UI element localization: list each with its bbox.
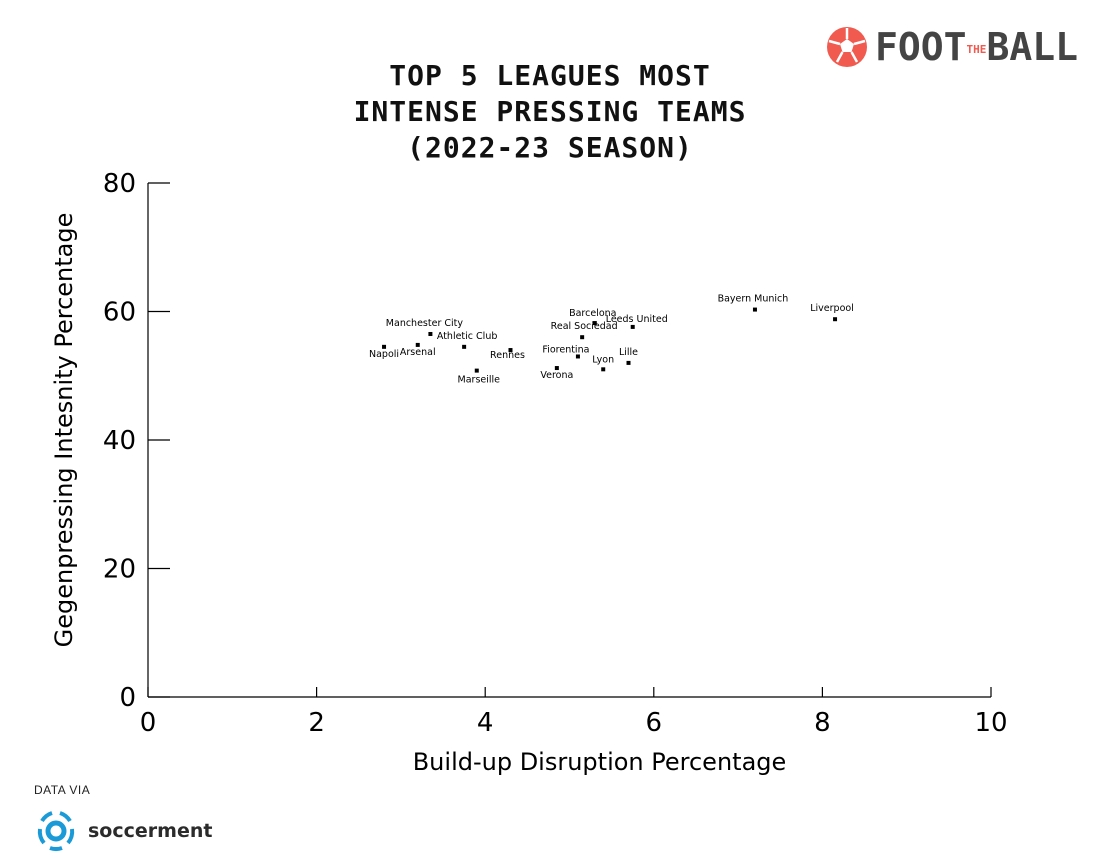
football-icon bbox=[826, 27, 867, 67]
point-label-liverpool: Liverpool bbox=[810, 303, 854, 314]
point-arsenal bbox=[415, 342, 420, 347]
point-verona bbox=[554, 366, 559, 371]
title-line-1: TOP 5 LEAGUES MOST bbox=[389, 59, 711, 92]
point-label-real-sociedad: Real Sociedad bbox=[551, 321, 618, 332]
point-label-lyon: Lyon bbox=[592, 354, 614, 365]
soccerment-logo: soccerment bbox=[32, 807, 212, 855]
x-tick-label: 0 bbox=[140, 708, 157, 738]
point-label-barcelona: Barcelona bbox=[569, 308, 616, 319]
point-label-manchester-city: Manchester City bbox=[386, 318, 464, 329]
data-points: Napoli Arsenal Manchester City Athletic Clu… bbox=[369, 294, 854, 386]
chart-title: TOP 5 LEAGUES MOST INTENSE PRESSING TEAM… bbox=[300, 58, 800, 166]
point-label-bayern-munich: Bayern Munich bbox=[718, 294, 789, 305]
y-tick-label: 0 bbox=[119, 683, 136, 713]
point-label-lille: Lille bbox=[619, 347, 638, 358]
point-leeds-united bbox=[630, 324, 635, 329]
soccerment-icon bbox=[37, 811, 75, 852]
point-marseille bbox=[474, 368, 479, 373]
point-fiorentina bbox=[575, 354, 580, 359]
point-barcelona bbox=[592, 321, 597, 326]
y-axis-label: Gegenpressing Intesnity Percentage bbox=[50, 213, 78, 648]
point-rennes bbox=[508, 348, 513, 353]
x-tick-label: 4 bbox=[477, 708, 494, 738]
point-label-napoli: Napoli bbox=[369, 349, 399, 360]
point-label-arsenal: Arsenal bbox=[400, 347, 436, 358]
point-label-verona: Verona bbox=[540, 370, 573, 381]
point-bayern-munich bbox=[752, 307, 757, 312]
point-label-athletic-club: Athletic Club bbox=[437, 331, 498, 342]
point-label-rennes: Rennes bbox=[490, 350, 525, 361]
point-athletic-club bbox=[462, 344, 467, 349]
title-line-2: INTENSE PRESSING TEAMS bbox=[353, 95, 747, 128]
axes: 0 2 4 6 8 10 0 20 40 60 80 bbox=[103, 169, 1008, 738]
x-tick-label: 8 bbox=[814, 708, 831, 738]
point-label-leeds-united: Leeds United bbox=[606, 314, 668, 325]
point-manchester-city bbox=[428, 331, 433, 336]
x-tick-label: 2 bbox=[308, 708, 325, 738]
soccerment-wordmark: soccerment bbox=[88, 820, 213, 842]
data-via-label: DATA VIA bbox=[34, 783, 91, 797]
y-tick-label: 80 bbox=[103, 169, 136, 199]
point-lyon bbox=[601, 367, 606, 372]
y-tick-label: 60 bbox=[103, 298, 136, 328]
y-tick-label: 20 bbox=[103, 555, 136, 585]
point-label-fiorentina: Fiorentina bbox=[542, 344, 589, 355]
point-lille bbox=[626, 360, 631, 365]
point-liverpool bbox=[833, 317, 838, 322]
point-napoli bbox=[382, 344, 387, 349]
point-real-sociedad bbox=[580, 335, 585, 340]
x-tick-label: 6 bbox=[646, 708, 663, 738]
y-tick-label: 40 bbox=[103, 426, 136, 456]
footheball-logo: FOOTTHEBALL bbox=[825, 22, 1078, 72]
x-axis-label: Build-up Disruption Percentage bbox=[413, 748, 787, 776]
x-tick-label: 10 bbox=[974, 708, 1007, 738]
point-label-marseille: Marseille bbox=[458, 375, 501, 386]
title-line-3: (2022-23 SEASON) bbox=[407, 131, 693, 164]
brand-wordmark: FOOTTHEBALL bbox=[874, 25, 1078, 69]
